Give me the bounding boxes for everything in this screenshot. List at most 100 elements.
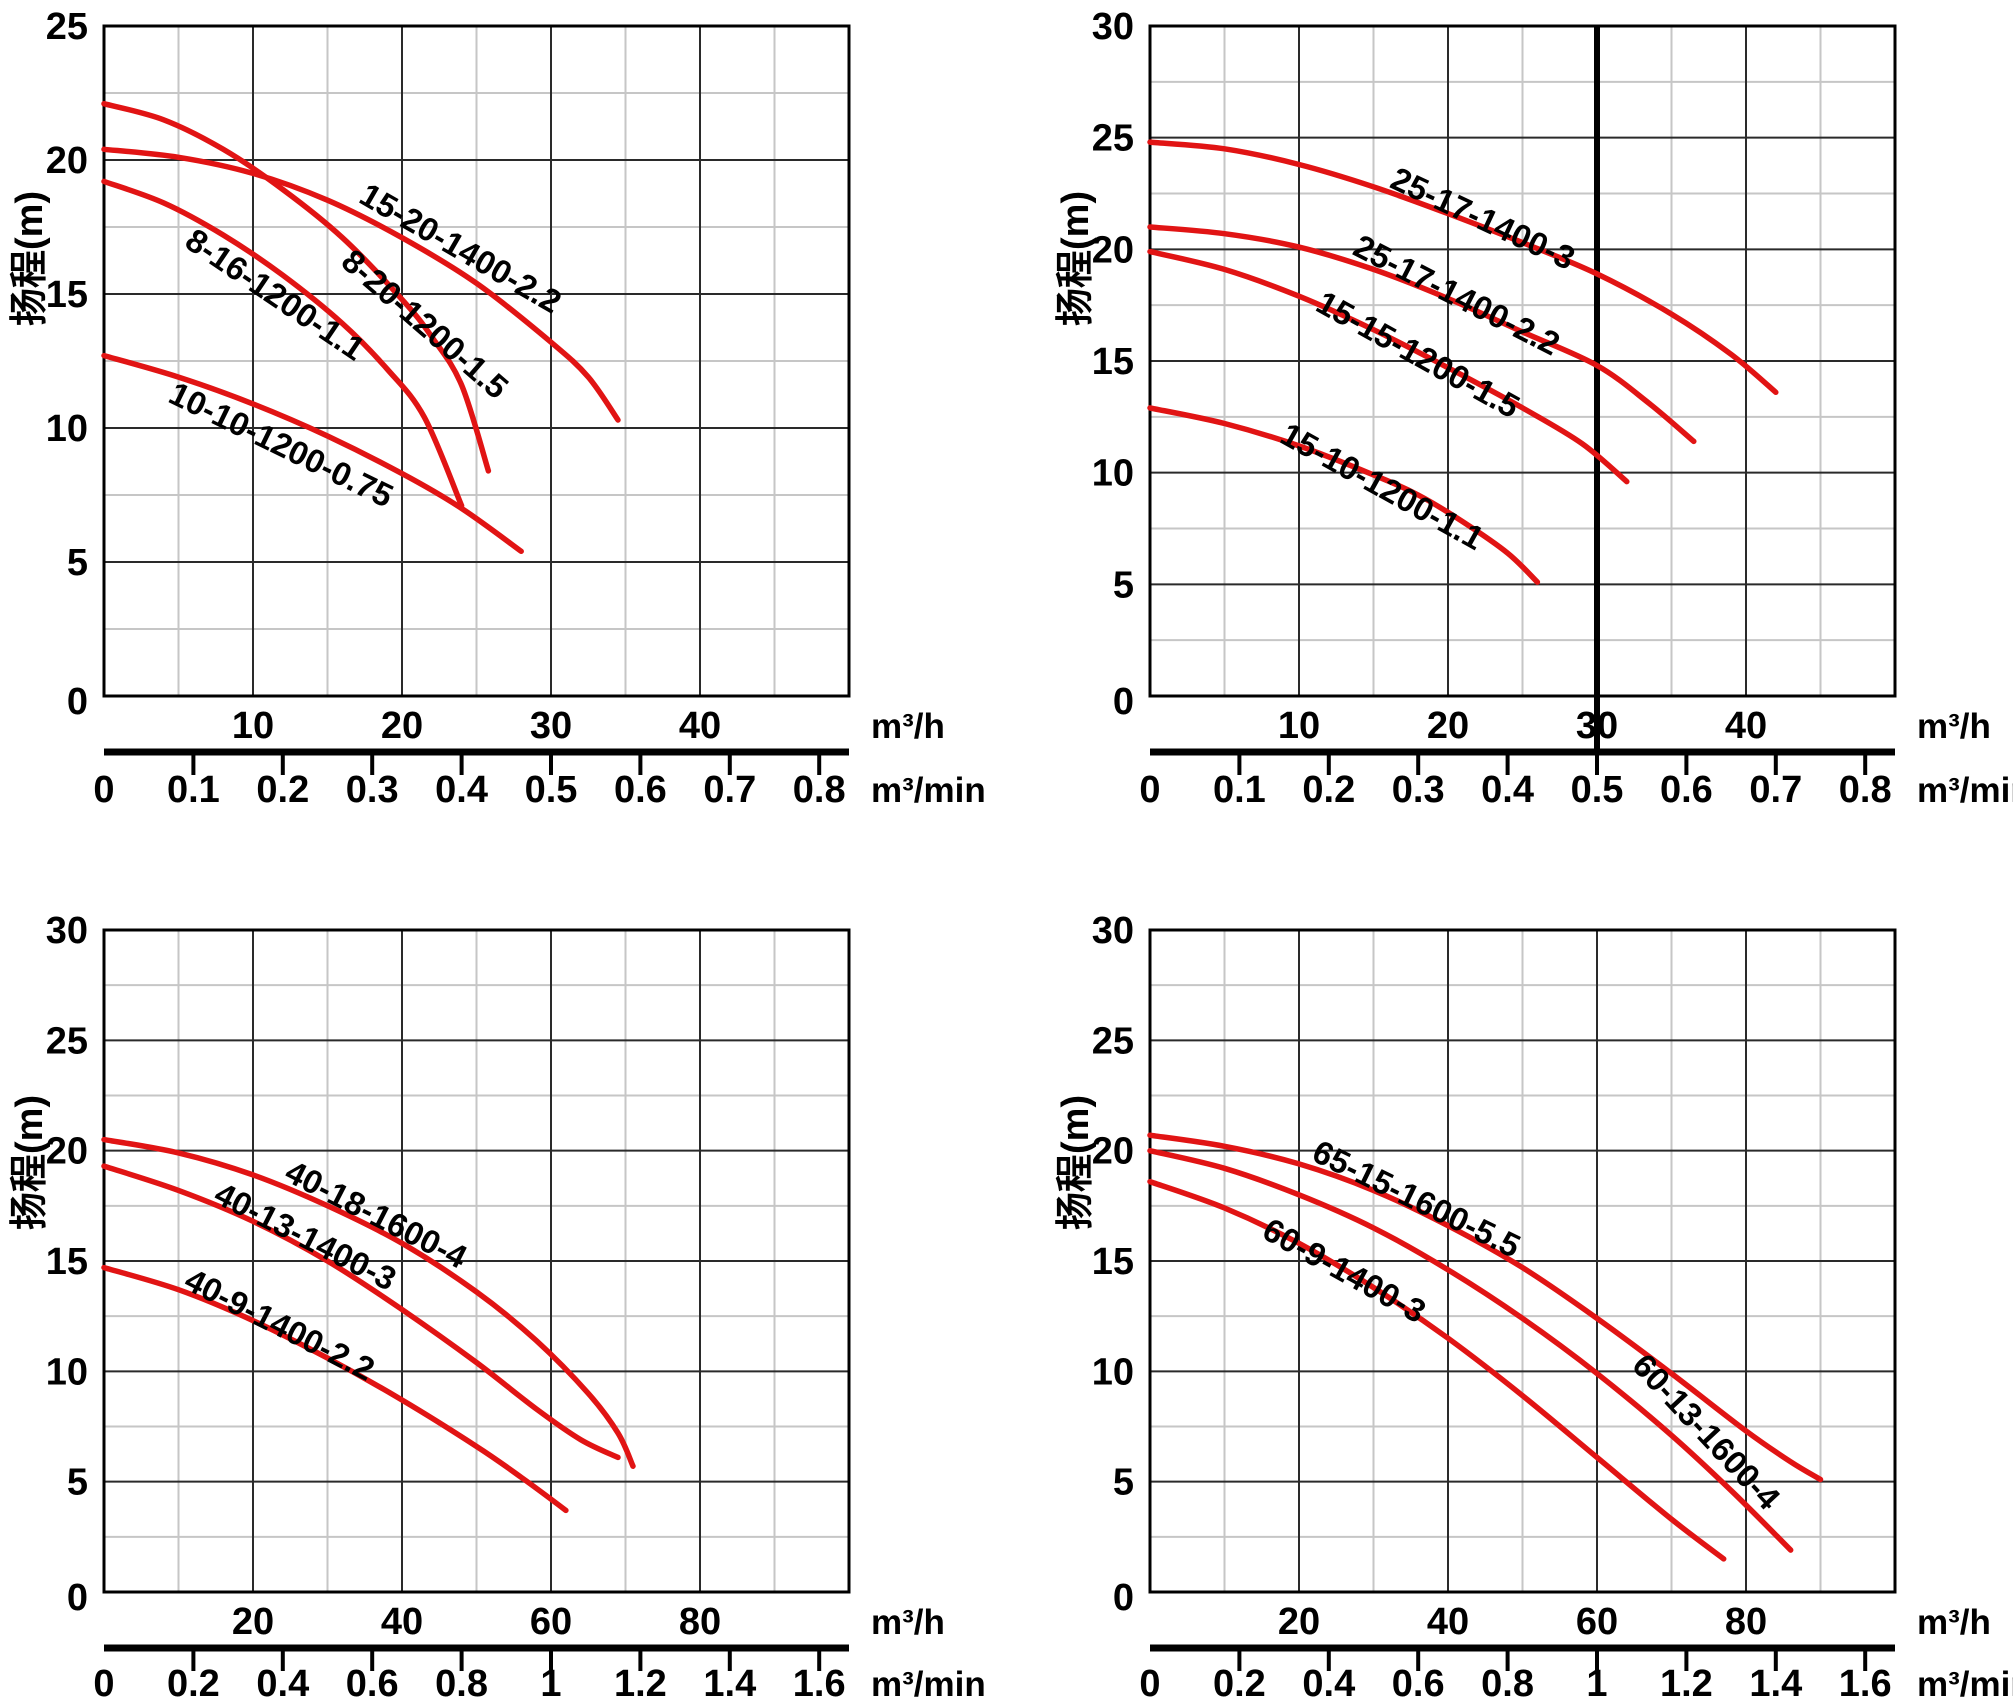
primary-unit-label: m³/h: [1917, 1603, 1991, 1642]
secondary-tick-label: 1: [540, 1663, 561, 1705]
y-tick-label: 5: [1113, 1462, 1134, 1504]
chart-bottom-right: 0 0.2 0.4 0.6 0.8 1 1.2 1.4 1.6 m³/min 65-15-1600-…: [1055, 910, 2013, 1705]
x-tick-label: 80: [1725, 1601, 1767, 1643]
x-tick-label: 10: [232, 705, 274, 747]
y-tick-label: 5: [67, 1462, 88, 1504]
curve-label-65-15-1600-5.5: 65-15-1600-5.5: [1307, 1133, 1526, 1265]
secondary-tick-label: 0.7: [1749, 769, 1802, 811]
y-tick-label: 5: [1113, 564, 1134, 606]
curve-40-18-1600-4: [101, 1136, 636, 1469]
major-grid: [104, 26, 849, 696]
x-tick-label: 60: [530, 1601, 572, 1643]
x-tick-label: 20: [1278, 1601, 1320, 1643]
y-tick-label: 10: [1092, 1351, 1134, 1393]
y-axis-title: 扬程(m): [9, 1095, 51, 1230]
y-tick-label: 25: [46, 6, 88, 48]
secondary-tick-label: 0.2: [1213, 1663, 1266, 1705]
x-tick-label: 40: [679, 705, 721, 747]
y-tick-label: 20: [46, 1131, 88, 1173]
curve-15-10-1200-1.1: [1147, 405, 1541, 585]
y-tick-label: 30: [1092, 910, 1134, 952]
chart-bottom-left: 0 0.2 0.4 0.6 0.8 1 1.2 1.4 1.6 m³/min40-18-1600-…: [9, 910, 986, 1705]
y-tick-label: 30: [46, 910, 88, 952]
secondary-tick-label: 1.4: [703, 1663, 756, 1705]
major-grid: [1150, 26, 1895, 696]
y-tick-label: 30: [1092, 6, 1134, 48]
secondary-tick-label: 0.2: [1302, 769, 1355, 811]
y-tick-label: 20: [1092, 229, 1134, 271]
curve-8-20-1200-1.5: [101, 100, 492, 474]
secondary-tick-label: 0.2: [256, 769, 309, 811]
secondary-tick-label: 0.6: [1392, 1663, 1445, 1705]
x-tick-label: 60: [1576, 1601, 1618, 1643]
secondary-tick-label: 0.3: [346, 769, 399, 811]
x-tick-label: 30: [1576, 705, 1618, 747]
y-tick-label: 15: [1092, 1241, 1134, 1283]
curve-15-15-1200-1.5: [1147, 248, 1630, 485]
y-tick-label: 0: [67, 1577, 88, 1619]
secondary-tick-label: 0.8: [1481, 1663, 1534, 1705]
curve-15-20-1400-2.2: [101, 146, 621, 423]
secondary-unit-label: m³/min: [1917, 771, 2013, 810]
curve-label-15-10-1200-1.1: 15-10-1200-1.1: [1275, 415, 1490, 557]
secondary-tick-label: 0.6: [614, 769, 667, 811]
curve-label-40-9-1400-2.2: 40-9-1400-2.2: [179, 1261, 381, 1388]
chart-top-left: 0 0.1 0.2 0.3 0.4 0.5 0.6 0.7 0.8 m³/min8-20-1200…: [9, 6, 986, 811]
curve-60-9-1400-3: [1147, 1178, 1727, 1562]
y-tick-label: 0: [67, 681, 88, 723]
y-tick-label: 20: [46, 140, 88, 182]
y-axis-title: 扬程(m): [9, 191, 51, 326]
y-tick-label: 25: [46, 1020, 88, 1062]
y-tick-label: 10: [46, 408, 88, 450]
plot-frame: [102, 24, 851, 698]
secondary-tick-label: 0.5: [1571, 769, 1624, 811]
primary-unit-label: m³/h: [871, 707, 945, 746]
curve-25-17-1400-3: [1147, 139, 1779, 396]
y-axis-title: 扬程(m): [1055, 191, 1097, 326]
x-tick-label: 30: [530, 705, 572, 747]
secondary-tick-label: 0.4: [1302, 1663, 1355, 1705]
y-tick-label: 15: [46, 274, 88, 316]
secondary-tick-label: 0.6: [346, 1663, 399, 1705]
secondary-tick-label: 0.4: [435, 769, 488, 811]
major-grid: [1150, 930, 1895, 1592]
secondary-tick-label: 1.2: [614, 1663, 667, 1705]
x-tick-label: 20: [381, 705, 423, 747]
curve-8-16-1200-1.1: [101, 178, 465, 509]
secondary-unit-label: m³/min: [1917, 1665, 2013, 1704]
secondary-tick-label: 1.6: [1839, 1663, 1892, 1705]
curve-25-17-1400-2.2: [1147, 224, 1697, 445]
y-tick-label: 25: [1092, 1020, 1134, 1062]
major-grid: [104, 930, 849, 1592]
secondary-unit-label: m³/min: [871, 771, 986, 810]
secondary-tick-label: 1: [1586, 1663, 1607, 1705]
x-tick-label: 10: [1278, 705, 1320, 747]
secondary-tick-label: 0.1: [1213, 769, 1266, 811]
y-tick-label: 0: [1113, 1577, 1134, 1619]
primary-unit-label: m³/h: [871, 1603, 945, 1642]
secondary-tick-label: 0.4: [1481, 769, 1534, 811]
x-tick-label: 40: [1427, 1601, 1469, 1643]
y-tick-label: 15: [1092, 341, 1134, 383]
secondary-tick-label: 1.4: [1749, 1663, 1802, 1705]
y-tick-label: 25: [1092, 118, 1134, 160]
secondary-tick-label: 0.7: [703, 769, 756, 811]
curve-label-10-10-1200-0.75: 10-10-1200-0.75: [164, 374, 400, 514]
y-tick-label: 0: [1113, 681, 1134, 723]
curve-65-15-1600-5.5: [1147, 1132, 1824, 1483]
secondary-tick-label: 0.3: [1392, 769, 1445, 811]
secondary-tick-label: 0.8: [793, 769, 846, 811]
plot-frame: [102, 928, 851, 1594]
y-tick-label: 20: [1092, 1131, 1134, 1173]
x-tick-label: 20: [1427, 705, 1469, 747]
curve-40-9-1400-2.2: [101, 1264, 569, 1514]
secondary-tick-label: 0.6: [1660, 769, 1713, 811]
x-tick-label: 40: [1725, 705, 1767, 747]
primary-unit-label: m³/h: [1917, 707, 1991, 746]
curve-40-13-1400-3: [101, 1163, 621, 1461]
secondary-tick-label: 0: [1139, 769, 1160, 811]
y-tick-label: 10: [46, 1351, 88, 1393]
secondary-tick-label: 0: [1139, 1663, 1160, 1705]
